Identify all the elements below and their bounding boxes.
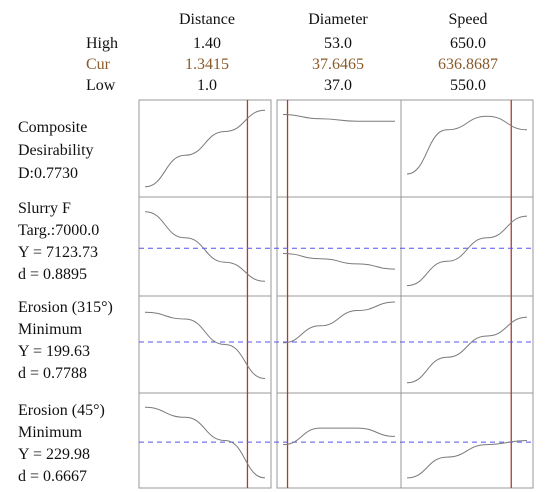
low-speed: 550.0 [450, 77, 486, 94]
response-curve-r2-c0 [144, 311, 266, 379]
row-erosion45-line-3: Y = 229.98 [18, 446, 90, 463]
row-slurry-line-2: Targ.:7000.0 [18, 222, 100, 239]
row-erosion45-line-1: Erosion (45°) [18, 402, 105, 419]
high-speed: 650.0 [450, 35, 486, 52]
cur-speed: 636.8687 [438, 56, 498, 73]
panel-frame-r3-c1 [276, 392, 402, 489]
row-label-cur: Cur [86, 56, 110, 73]
response-curve-r3-c1 [282, 427, 396, 446]
row-erosion315-line-4: d = 0.7788 [18, 365, 88, 382]
panel-frame-r0-c1 [276, 99, 402, 198]
factor-header-distance: Distance [179, 11, 235, 28]
row-slurry-line-4: d = 0.8895 [18, 266, 88, 283]
high-distance: 1.40 [193, 35, 221, 52]
response-curve-r1-c1 [282, 253, 396, 270]
row-erosion315-line-1: Erosion (315°) [18, 299, 113, 316]
response-curve-r0-c2 [406, 115, 528, 175]
low-diameter: 37.0 [324, 77, 352, 94]
panel-frame-r3-c2 [400, 392, 534, 489]
high-diameter: 53.0 [324, 35, 352, 52]
row-erosion45-line-4: d = 0.6667 [18, 468, 88, 485]
cur-distance: 1.3415 [185, 56, 229, 73]
response-curve-r3-c2 [406, 440, 528, 479]
response-curve-r1-c2 [406, 215, 528, 287]
cur-diameter: 37.6465 [312, 56, 364, 73]
row-slurry-line-1: Slurry F [18, 200, 71, 217]
panel-frame-r0-c2 [400, 99, 534, 198]
factor-header-diameter: Diameter [308, 11, 368, 28]
panel-frame-r1-c2 [400, 196, 534, 297]
row-label-low: Low [86, 77, 116, 94]
row-composite-line-3: D:0.7730 [18, 165, 78, 182]
row-slurry-line-3: Y = 7123.73 [18, 244, 98, 261]
row-composite-line-1: Composite [18, 119, 88, 136]
panel-frame-r2-c1 [276, 295, 402, 394]
row-erosion45-line-2: Minimum [18, 424, 83, 441]
row-erosion315-line-3: Y = 199.63 [18, 343, 90, 360]
panel-frame-r1-c1 [276, 196, 402, 297]
panel-frame-r2-c0 [138, 295, 272, 394]
panel-frame-r1-c0 [138, 196, 272, 297]
response-curve-r1-c0 [144, 211, 266, 282]
panel-frame-r2-c2 [400, 295, 534, 394]
row-erosion315-line-2: Minimum [18, 321, 83, 338]
response-curve-r0-c1 [282, 114, 395, 122]
row-label-high: High [86, 35, 118, 52]
row-composite-line-2: Desirability [18, 142, 94, 159]
response-curve-r0-c0 [144, 109, 266, 188]
factor-header-speed: Speed [448, 11, 488, 28]
panel-frame-r3-c0 [138, 392, 272, 489]
low-distance: 1.0 [197, 77, 217, 94]
response-curve-r2-c2 [406, 316, 528, 384]
response-curve-r3-c0 [144, 406, 266, 479]
response-curve-r2-c1 [282, 301, 396, 344]
